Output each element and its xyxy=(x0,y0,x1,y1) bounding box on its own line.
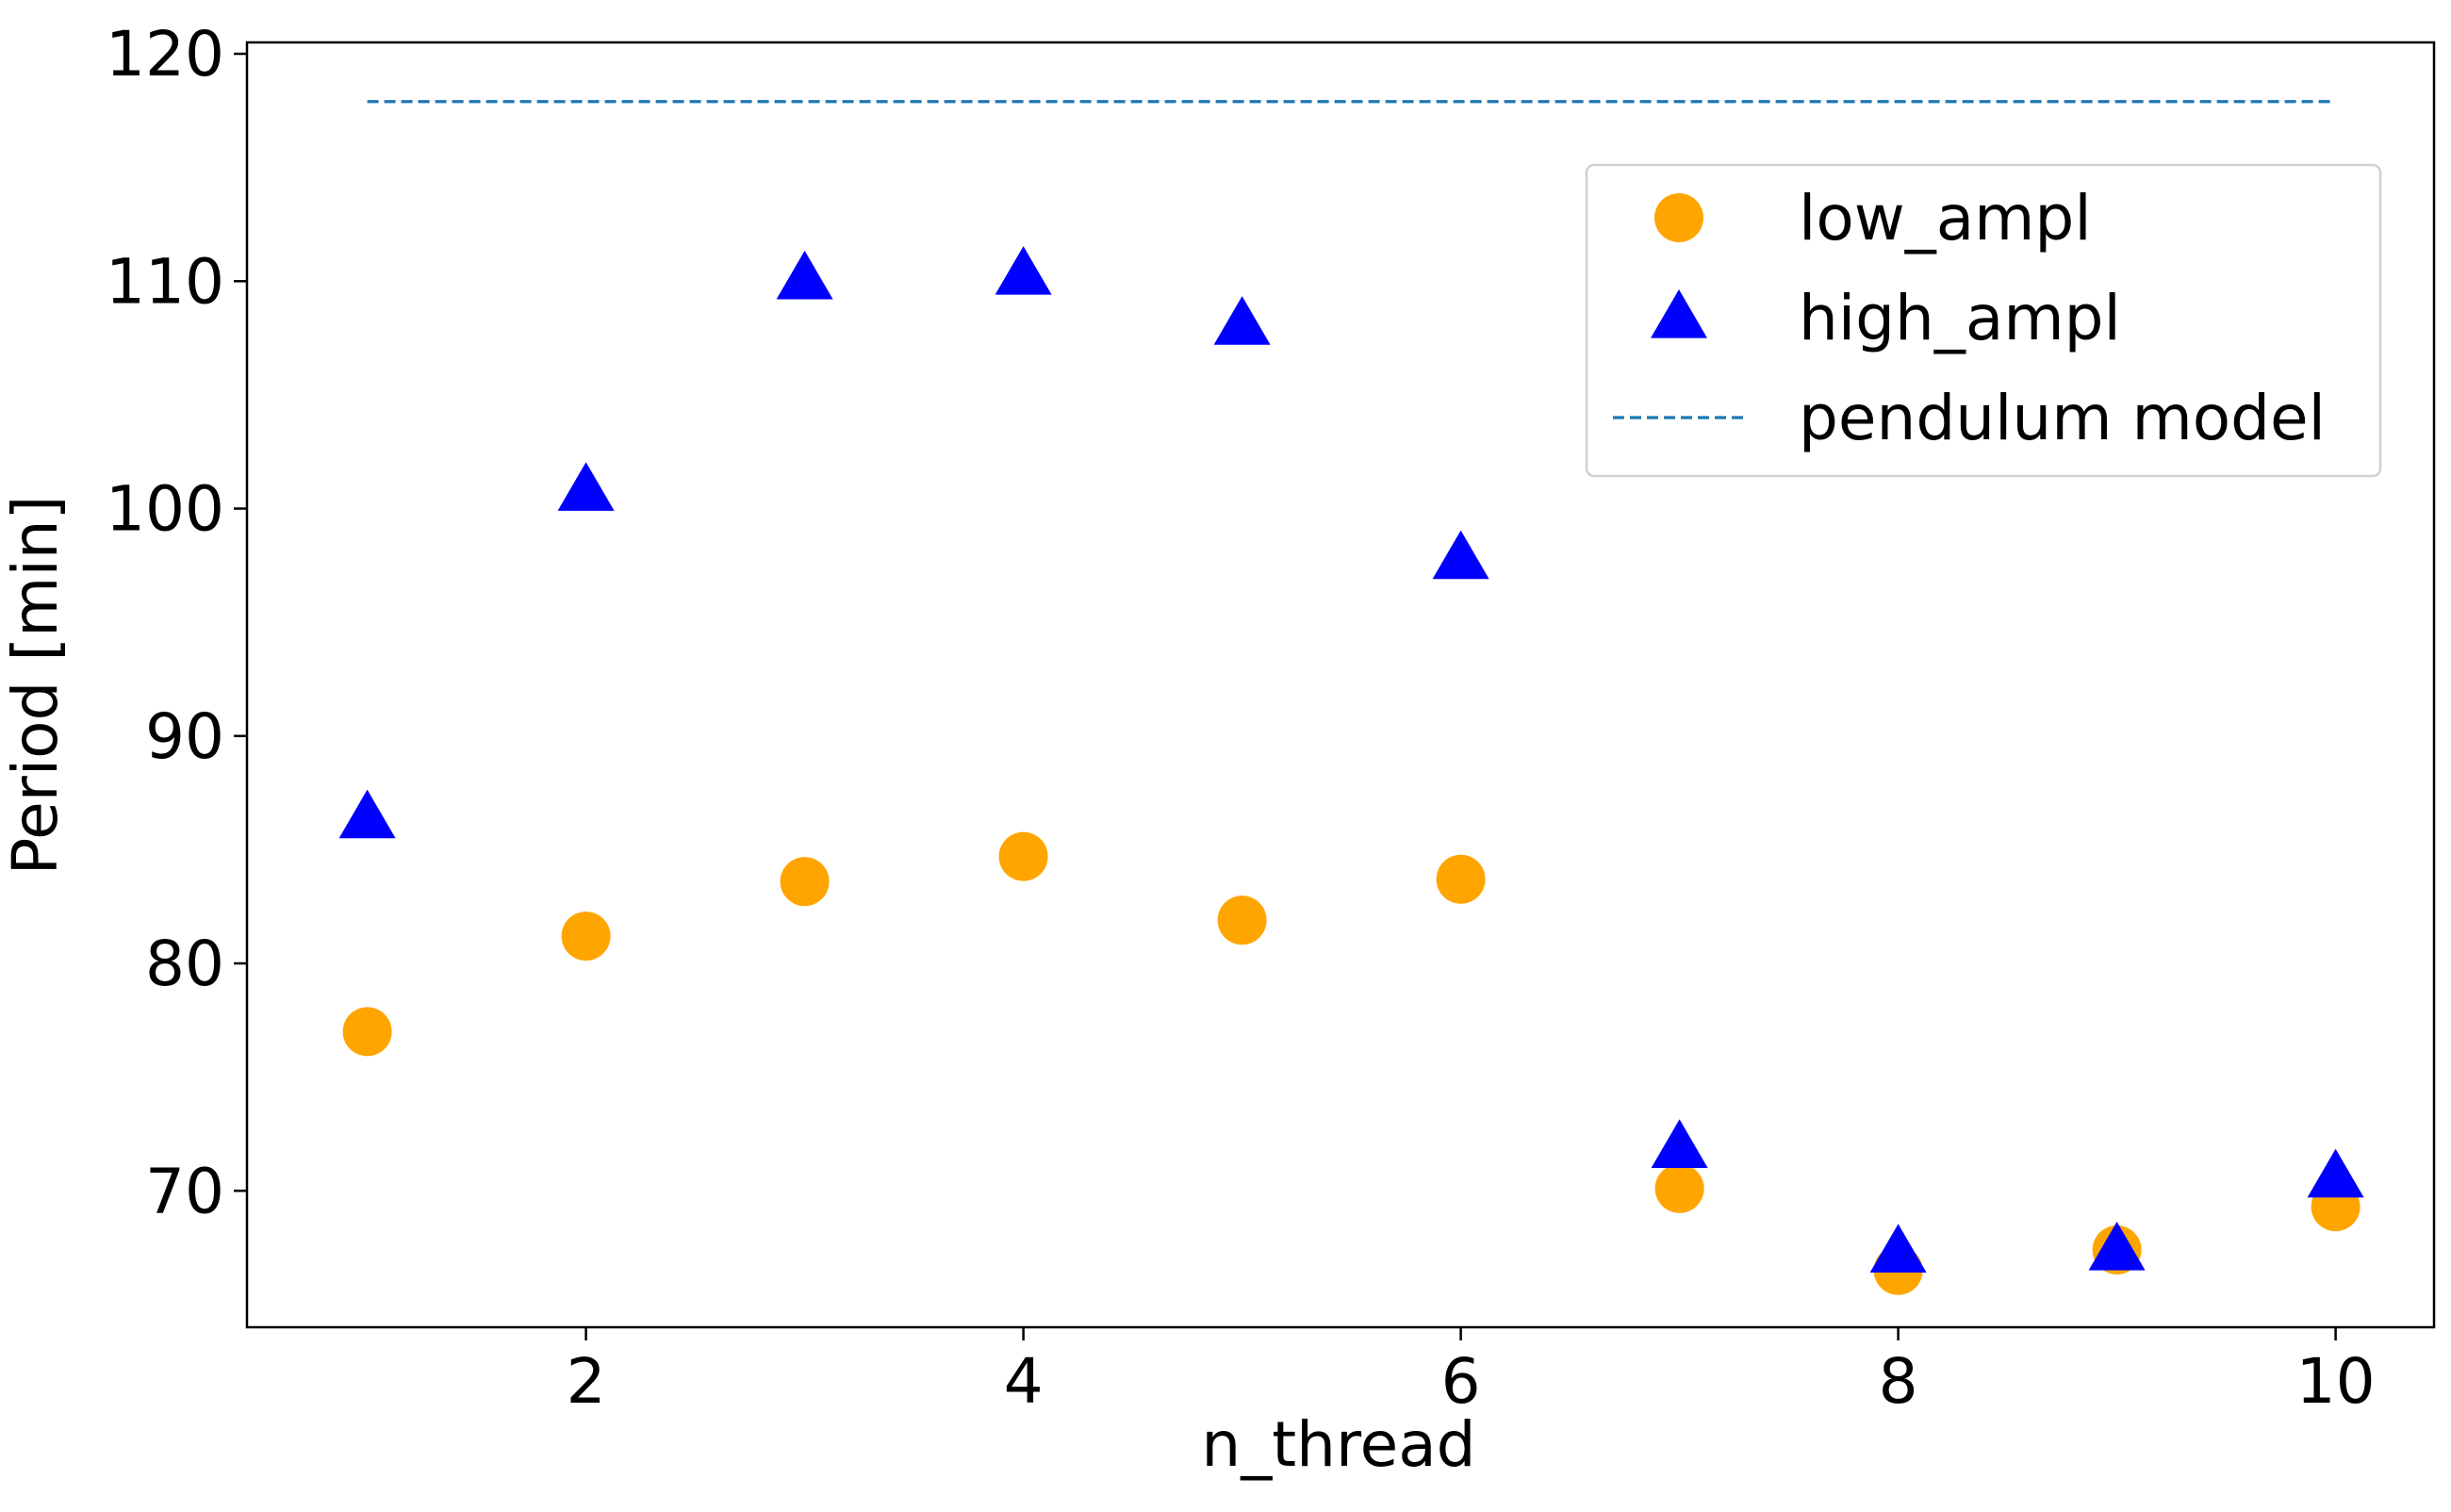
y-tick-label: 90 xyxy=(145,700,224,773)
x-tick-label: 8 xyxy=(1879,1345,1918,1418)
legend-low-ampl-marker xyxy=(1654,193,1703,242)
y-tick-label: 80 xyxy=(145,928,224,1000)
low-ampl-point xyxy=(561,912,611,961)
high-ampl-point xyxy=(995,246,1052,295)
y-tick-label: 110 xyxy=(106,245,224,318)
legend-label: high_ampl xyxy=(1799,282,2121,354)
high-ampl-point xyxy=(776,250,833,300)
high-ampl-point xyxy=(1869,1224,1927,1273)
legend-high-ampl-marker xyxy=(1651,289,1707,338)
y-tick-label: 120 xyxy=(106,18,224,90)
high-ampl-point xyxy=(1213,296,1271,345)
y-tick-label: 70 xyxy=(145,1155,224,1227)
axes-frame xyxy=(245,41,2436,1329)
legend-box xyxy=(1585,163,2382,478)
x-tick-label: 6 xyxy=(1441,1345,1481,1418)
low-ampl-point xyxy=(1436,854,1486,904)
low-ampl-point xyxy=(1654,1163,1704,1213)
low-ampl-point xyxy=(342,1007,392,1057)
high-ampl-point xyxy=(2088,1221,2146,1271)
legend-label: pendulum model xyxy=(1799,382,2326,454)
series-layer xyxy=(338,100,2364,1295)
legend: low_ampl high_ampl pendulum model xyxy=(1585,163,2382,478)
x-tick-label: 10 xyxy=(2296,1345,2376,1418)
high-ampl-point xyxy=(338,789,396,839)
high-ampl-point xyxy=(2307,1148,2364,1198)
y-axis-label: Period [min] xyxy=(0,496,72,876)
series-high_ampl xyxy=(338,246,2364,1273)
high-ampl-point xyxy=(557,462,615,511)
high-ampl-point xyxy=(1432,530,1489,580)
legend-label: low_ampl xyxy=(1799,182,2092,255)
x-axis-label: n_thread xyxy=(1201,1408,1475,1481)
x-tick-label: 2 xyxy=(567,1345,606,1418)
low-ampl-point xyxy=(1217,896,1267,945)
axes-layer: 2 4 6 8 10 70 80 90 100 110 120 xyxy=(106,18,2436,1418)
y-tick-label: 100 xyxy=(106,473,224,546)
low-ampl-point xyxy=(998,831,1048,881)
x-tick-label: 4 xyxy=(1004,1345,1044,1418)
high-ampl-point xyxy=(1651,1119,1708,1169)
low-ampl-point xyxy=(780,857,830,907)
